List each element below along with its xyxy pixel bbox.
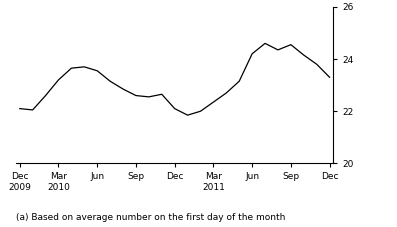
Text: %: % [368, 0, 377, 1]
Text: (a) Based on average number on the first day of the month: (a) Based on average number on the first… [16, 213, 285, 222]
